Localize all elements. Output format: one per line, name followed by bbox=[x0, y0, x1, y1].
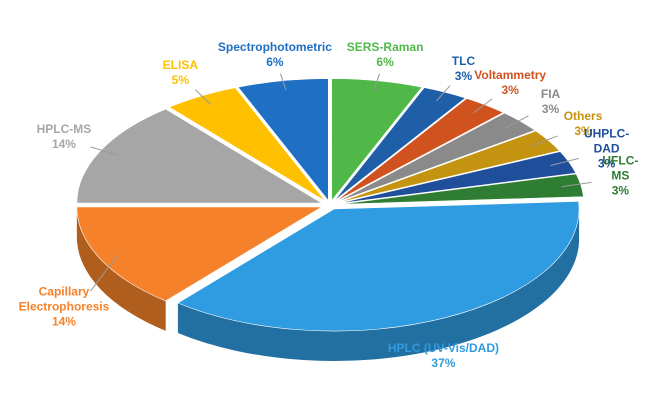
slice-label: Spectrophotometric 6% bbox=[218, 40, 332, 70]
slice bbox=[336, 112, 536, 203]
slice-label: ELISA 5% bbox=[163, 58, 198, 88]
slice bbox=[338, 173, 584, 205]
slice-name: UHPLC-DAD bbox=[583, 126, 630, 156]
slice-label: UFLC-MS 3% bbox=[596, 154, 646, 199]
leader-line bbox=[90, 254, 119, 292]
slice-percent: 3% bbox=[597, 156, 616, 171]
leader-line bbox=[436, 85, 451, 102]
slice-name: HPLC-MS bbox=[36, 121, 92, 136]
slice-label: Capillary Electrophoresis 14% bbox=[0, 285, 129, 330]
slice-name: Spectrophotometric bbox=[217, 40, 332, 55]
slice bbox=[168, 87, 326, 202]
leader-line bbox=[561, 181, 592, 188]
slice-label: UHPLC-DAD 3% bbox=[575, 127, 638, 172]
leader-line bbox=[473, 98, 493, 114]
slice-percent: 6% bbox=[376, 55, 394, 70]
slice-label: Others 3% bbox=[564, 109, 603, 139]
leader-line bbox=[550, 157, 580, 166]
leader-line bbox=[373, 73, 381, 91]
leader-line bbox=[279, 73, 287, 91]
leader-line bbox=[90, 146, 119, 156]
leader-line bbox=[505, 115, 529, 129]
slice bbox=[76, 108, 323, 204]
slice-percent: 3% bbox=[574, 124, 592, 139]
slice bbox=[337, 130, 561, 204]
slice-label: TLC 3% bbox=[452, 54, 475, 84]
slice bbox=[335, 98, 504, 202]
slice-percent: 3% bbox=[454, 68, 473, 83]
slice bbox=[338, 151, 577, 204]
slice-name: FIA bbox=[540, 87, 561, 102]
slice-name: UFLC-MS bbox=[602, 153, 639, 183]
slice-name: Voltammetry bbox=[474, 68, 547, 83]
slice-sides bbox=[76, 206, 580, 361]
slice-name: TLC bbox=[451, 53, 476, 68]
slice-percent: 3% bbox=[611, 183, 630, 198]
slice-label: FIA 3% bbox=[541, 87, 560, 117]
slice-name: Others bbox=[563, 109, 603, 124]
slice-label: SERS-Raman 6% bbox=[347, 40, 424, 70]
slice-percent: 3% bbox=[541, 102, 560, 117]
slice-side bbox=[76, 206, 166, 331]
slice-percent: 3% bbox=[501, 83, 519, 98]
slice-percent: 14% bbox=[51, 314, 76, 329]
slice bbox=[333, 87, 466, 202]
slice-side bbox=[177, 208, 580, 361]
slice-percent: 5% bbox=[171, 72, 189, 87]
slice-percent: 37% bbox=[431, 355, 456, 370]
slice-label: HPLC-MS 14% bbox=[37, 122, 92, 152]
slice-name: SERS-Raman bbox=[346, 40, 424, 55]
slice-name: HPLC (UV-Vis/DAD) bbox=[387, 340, 499, 355]
slice-percent: 14% bbox=[51, 136, 76, 151]
leader-line bbox=[531, 135, 558, 147]
slice-label: Voltammetry 3% bbox=[474, 68, 546, 98]
slice-name: ELISA bbox=[162, 57, 198, 72]
slice bbox=[177, 201, 580, 332]
slice bbox=[76, 206, 323, 302]
leader-line bbox=[194, 89, 212, 105]
slice-label: HPLC (UV-Vis/DAD) 37% bbox=[388, 341, 499, 371]
slice-percent: 6% bbox=[266, 55, 284, 70]
slice-name: Capillary Electrophoresis bbox=[18, 284, 110, 314]
